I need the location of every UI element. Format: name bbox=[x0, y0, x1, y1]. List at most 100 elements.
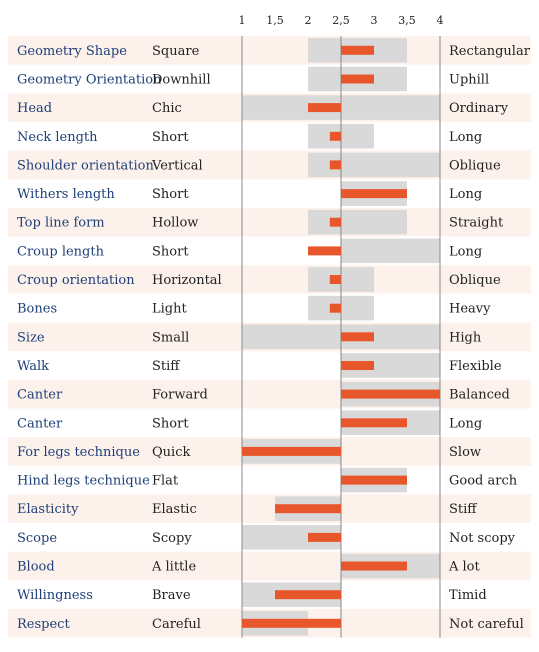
value-bar bbox=[329, 131, 341, 141]
high-pole-label: Oblique bbox=[449, 158, 501, 173]
value-bar bbox=[329, 275, 341, 284]
trait-label: Head bbox=[17, 101, 52, 116]
row-labels: Geometry Shape Square Rectangular Geometry … bbox=[17, 44, 531, 632]
x-tick-label: 1,5 bbox=[266, 14, 284, 27]
value-bar bbox=[308, 532, 341, 542]
x-tick-label: 1 bbox=[239, 14, 246, 27]
low-pole-label: Square bbox=[152, 44, 200, 59]
range-box bbox=[308, 209, 407, 235]
value-bar bbox=[329, 303, 341, 313]
high-pole-label: Straight bbox=[449, 216, 504, 231]
row-background bbox=[8, 36, 531, 65]
range-box bbox=[308, 152, 440, 178]
high-pole-label: Ordinary bbox=[449, 101, 509, 116]
x-tick-label: 3,5 bbox=[398, 14, 416, 27]
low-pole-label: Flat bbox=[152, 474, 179, 489]
x-tick-label: 4 bbox=[437, 14, 444, 27]
high-pole-label: Long bbox=[449, 416, 482, 431]
low-pole-label: Stiff bbox=[152, 359, 181, 374]
trait-label: Canter bbox=[17, 388, 63, 403]
row-background bbox=[8, 265, 531, 294]
low-pole-label: Short bbox=[152, 244, 189, 259]
trait-label: Elasticity bbox=[17, 502, 79, 517]
low-pole-label: Quick bbox=[152, 445, 190, 460]
trait-label: Bones bbox=[17, 302, 57, 317]
low-pole-label: Short bbox=[152, 130, 189, 145]
low-pole-label: Vertical bbox=[151, 158, 203, 173]
value-bar bbox=[329, 160, 341, 170]
low-pole-label: Short bbox=[152, 416, 189, 431]
trait-label: Willingness bbox=[17, 588, 93, 603]
value-bar bbox=[341, 389, 440, 399]
high-pole-label: A lot bbox=[448, 560, 481, 575]
value-bar bbox=[275, 504, 341, 514]
trait-label: For legs technique bbox=[17, 445, 140, 460]
trait-label: Walk bbox=[17, 359, 49, 374]
low-pole-label: Scopy bbox=[152, 531, 192, 546]
trait-label: Top line form bbox=[17, 216, 105, 231]
high-pole-label: Rectangular bbox=[449, 44, 531, 59]
low-pole-label: Elastic bbox=[152, 502, 197, 517]
row-background bbox=[8, 150, 531, 180]
low-pole-label: Small bbox=[152, 330, 189, 345]
x-tick-label: 2,5 bbox=[332, 14, 350, 27]
low-pole-label: Careful bbox=[152, 617, 201, 632]
trait-label: Blood bbox=[17, 560, 55, 575]
value-bar bbox=[242, 618, 341, 628]
low-pole-label: Brave bbox=[152, 588, 191, 603]
high-pole-label: Heavy bbox=[449, 302, 491, 317]
low-pole-label: Light bbox=[152, 302, 187, 317]
low-pole-label: Short bbox=[152, 187, 189, 202]
trait-label: Canter bbox=[17, 416, 63, 431]
x-axis-ticks: 1 1,5 2 2,5 3 3,5 4 bbox=[239, 14, 444, 27]
trait-label: Croup length bbox=[17, 244, 105, 259]
low-pole-label: Chic bbox=[152, 101, 182, 116]
high-pole-label: Good arch bbox=[449, 474, 518, 489]
high-pole-label: Oblique bbox=[449, 273, 501, 288]
high-pole-label: Flexible bbox=[449, 359, 502, 374]
value-bar bbox=[341, 189, 407, 199]
row-background bbox=[8, 494, 531, 523]
trait-label: Withers length bbox=[17, 187, 115, 202]
value-bar bbox=[308, 246, 341, 256]
trait-label: Geometry Shape bbox=[17, 44, 127, 59]
high-pole-label: Balanced bbox=[449, 388, 510, 403]
trait-label: Respect bbox=[17, 617, 70, 632]
value-bar bbox=[341, 361, 374, 370]
high-pole-label: Long bbox=[449, 130, 482, 145]
trait-label: Croup orientation bbox=[17, 273, 135, 288]
low-pole-label: Downhill bbox=[152, 73, 211, 88]
row-background bbox=[8, 379, 531, 409]
value-bars bbox=[242, 45, 440, 628]
x-tick-label: 2 bbox=[305, 14, 312, 27]
value-bar bbox=[275, 590, 341, 600]
value-bar bbox=[341, 418, 407, 428]
value-bar bbox=[341, 561, 407, 571]
high-pole-label: Not scopy bbox=[449, 531, 516, 546]
trait-label: Shoulder orientation bbox=[17, 158, 154, 173]
low-pole-label: Hollow bbox=[152, 216, 198, 231]
range-box bbox=[341, 238, 440, 264]
trait-label: Scope bbox=[17, 531, 57, 546]
trait-label: Hind legs technique bbox=[17, 474, 150, 489]
high-pole-label: Uphill bbox=[449, 73, 489, 88]
high-pole-label: Timid bbox=[449, 588, 487, 603]
x-tick-label: 3 bbox=[371, 14, 378, 27]
high-pole-label: Slow bbox=[449, 445, 481, 460]
high-pole-label: Stiff bbox=[449, 502, 478, 517]
trait-label: Geometry Orientation bbox=[17, 73, 162, 88]
high-pole-label: Long bbox=[449, 187, 482, 202]
high-pole-label: Not careful bbox=[449, 617, 524, 632]
high-pole-label: Long bbox=[449, 244, 482, 259]
row-background bbox=[8, 551, 531, 581]
trait-label: Size bbox=[17, 330, 45, 345]
trait-label: Neck length bbox=[17, 130, 98, 145]
row-background bbox=[8, 207, 531, 237]
high-pole-label: High bbox=[449, 330, 482, 345]
value-bar bbox=[341, 332, 374, 342]
value-bar bbox=[242, 446, 341, 456]
value-bar bbox=[341, 74, 374, 84]
value-bar bbox=[341, 475, 407, 485]
low-pole-label: Forward bbox=[152, 388, 208, 403]
